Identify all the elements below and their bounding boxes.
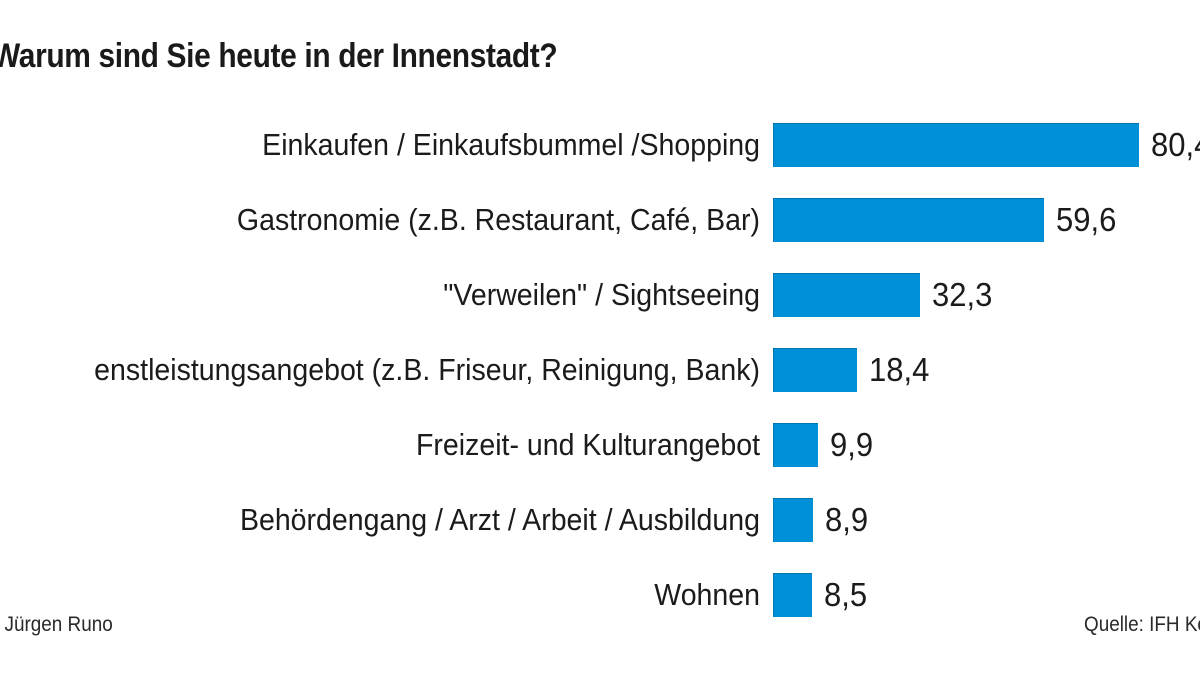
bar-rect — [773, 348, 857, 392]
bar-chart-plot-area: Einkaufen / Einkaufsbummel /Shopping 80,4… — [0, 105, 1200, 617]
bar-row: "Verweilen" / Sightseeing 32,3 — [0, 273, 1200, 317]
bar-rect — [773, 123, 1139, 167]
bar-label-container: enstleistungsangebot (z.B. Friseur, Rein… — [0, 348, 760, 392]
bar-value-label: 8,5 — [823, 576, 867, 613]
chart-title: Warum sind Sie heute in der Innenstadt? — [0, 37, 558, 75]
bar-value-label: 9,9 — [830, 426, 874, 463]
bar-label-container: Gastronomie (z.B. Restaurant, Café, Bar) — [0, 198, 760, 242]
footer-credit: : Jürgen Runo — [0, 613, 113, 636]
bar-track: 8,5 — [773, 573, 870, 617]
bar-value-label: 8,9 — [825, 501, 869, 538]
bar-category-label: Gastronomie (z.B. Restaurant, Café, Bar) — [236, 202, 760, 237]
bar-track: 80,4 — [773, 123, 1200, 167]
bar-row: Freizeit- und Kulturangebot 9,9 — [0, 423, 1200, 467]
bar-category-label: "Verweilen" / Sightseeing — [443, 277, 760, 312]
bar-row: Wohnen 8,5 — [0, 573, 1200, 617]
bar-row: Gastronomie (z.B. Restaurant, Café, Bar)… — [0, 198, 1200, 242]
bar-label-container: Behördengang / Arzt / Arbeit / Ausbildun… — [0, 498, 760, 542]
bar-category-label: enstleistungsangebot (z.B. Friseur, Rein… — [94, 352, 760, 387]
bar-track: 32,3 — [773, 273, 996, 317]
bar-track: 9,9 — [773, 423, 876, 467]
bar-label-container: Freizeit- und Kulturangebot — [0, 423, 760, 467]
footer-source: Quelle: IFH Kö — [1084, 613, 1200, 636]
bar-value-label: 59,6 — [1056, 201, 1117, 238]
bar-rect — [773, 423, 819, 467]
bar-label-container: Einkaufen / Einkaufsbummel /Shopping — [0, 123, 760, 167]
bar-rect — [773, 498, 814, 542]
bar-label-container: Wohnen — [0, 573, 760, 617]
bar-value-label: 80,4 — [1150, 126, 1200, 163]
bar-row: enstleistungsangebot (z.B. Friseur, Rein… — [0, 348, 1200, 392]
bar-category-label: Behördengang / Arzt / Arbeit / Ausbildun… — [239, 502, 760, 537]
bar-category-label: Wohnen — [654, 577, 760, 612]
bar-rect — [773, 573, 812, 617]
bar-value-label: 32,3 — [931, 276, 993, 313]
bar-rect — [773, 198, 1045, 242]
bar-category-label: Freizeit- und Kulturangebot — [415, 427, 760, 462]
bar-rect — [773, 273, 920, 317]
bar-row: Einkaufen / Einkaufsbummel /Shopping 80,4 — [0, 123, 1200, 167]
bar-label-container: "Verweilen" / Sightseeing — [0, 273, 760, 317]
bar-track: 18,4 — [773, 348, 933, 392]
bar-track: 59,6 — [773, 198, 1120, 242]
bar-track: 8,9 — [773, 498, 871, 542]
bar-category-label: Einkaufen / Einkaufsbummel /Shopping — [262, 127, 760, 162]
bar-row: Behördengang / Arzt / Arbeit / Ausbildun… — [0, 498, 1200, 542]
bar-value-label: 18,4 — [868, 351, 930, 388]
